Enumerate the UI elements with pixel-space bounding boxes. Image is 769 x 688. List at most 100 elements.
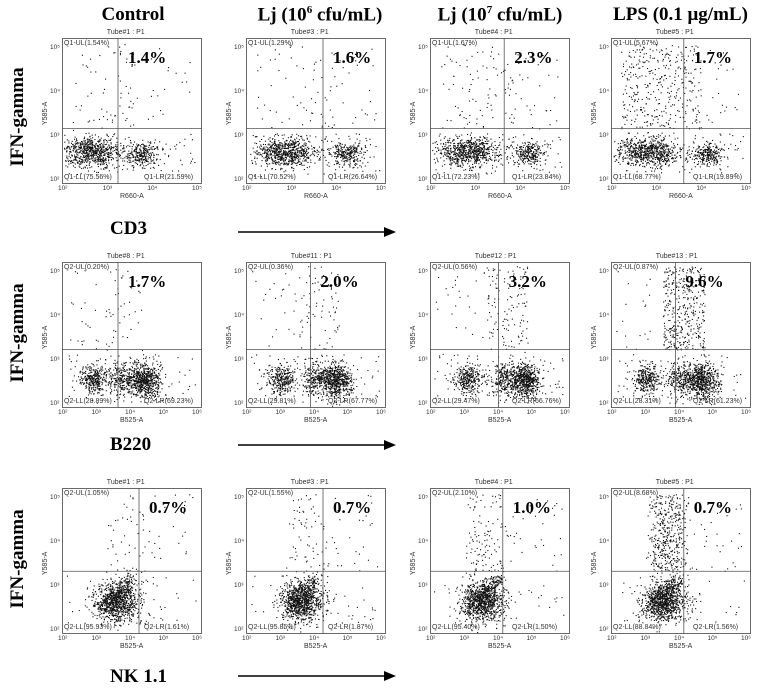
scatter-plot xyxy=(611,38,751,184)
quadrant-lr-label: Q1-LR(21.59%) xyxy=(144,174,194,181)
tube-label: Tube#13 : P1 xyxy=(655,253,698,260)
x-axis-name: B525-A xyxy=(304,417,328,424)
quadrant-ll-label: Q2-LL(28.89%) xyxy=(64,398,112,405)
title-post: cfu/mL) xyxy=(312,4,383,26)
x-axis-name: R660-A xyxy=(669,193,693,200)
scatter-plot xyxy=(246,262,386,408)
upper-right-percent: 1.6% xyxy=(333,48,372,67)
title-sup: 7 xyxy=(486,4,493,16)
y-tick-label: 10⁴ xyxy=(50,538,61,545)
y-tick-label: 10² xyxy=(234,400,244,407)
tube-label: Tube#1 : P1 xyxy=(106,479,145,486)
y-tick-label: 10⁴ xyxy=(234,88,245,95)
upper-right-percent: 0.7% xyxy=(149,498,188,517)
x-tick-label: 10² xyxy=(426,635,436,642)
tube-label: Tube#8 : P1 xyxy=(106,253,145,260)
quadrant-lr-label: Q2-LR(61.23%) xyxy=(693,398,743,405)
scatter-plot xyxy=(62,488,202,634)
y-axis-name: Y585-A xyxy=(42,325,49,349)
x-tick-label: 10⁵ xyxy=(158,635,169,642)
quadrant-lr-label: Q1-LR(19.89%) xyxy=(693,174,743,181)
y-axis-name: Y585-A xyxy=(591,101,598,125)
x-tick-label: 10⁵ xyxy=(376,185,386,192)
quadrant-ll-label: Q1-LL(68.77%) xyxy=(613,174,661,181)
y-axis-name: Y585-A xyxy=(591,551,598,575)
plot-frame xyxy=(611,262,751,408)
x-tick-label: 10⁶ xyxy=(376,635,386,642)
quadrant-lr-label: Q2-LR(69.23%) xyxy=(144,398,194,405)
quadrant-ul-label: Q2-UL(0.87%) xyxy=(613,264,659,271)
plot-frame xyxy=(430,38,570,184)
quadrant-lr-label: Q2-LR(67.77%) xyxy=(328,398,378,405)
arrow-icon xyxy=(238,440,396,450)
y-tick-label: 10² xyxy=(418,400,428,407)
y-tick-label: 10⁵ xyxy=(50,44,60,51)
event-dots xyxy=(66,494,197,631)
x-tick-label: 10⁵ xyxy=(707,635,718,642)
y-tick-label: 10⁴ xyxy=(418,88,429,95)
y-tick-label: 10⁵ xyxy=(234,44,244,51)
x-tick-label: 10³ xyxy=(640,409,650,416)
x-tick-label: 10² xyxy=(242,409,252,416)
x-tick-label: 10⁵ xyxy=(158,409,169,416)
tube-label: Tube#11 : P1 xyxy=(290,253,333,260)
quadrant-ll-label: Q2-LL(95.40%) xyxy=(432,624,480,631)
x-axis-name: R660-A xyxy=(304,193,328,200)
y-tick-label: 10² xyxy=(234,176,244,183)
y-tick-label: 10³ xyxy=(234,356,244,363)
quadrant-ll-label: Q1-LL(70.52%) xyxy=(248,174,296,181)
y-tick-label: 10⁵ xyxy=(599,268,609,275)
y-tick-label: 10³ xyxy=(418,132,428,139)
x-tick-label: 10⁴ xyxy=(125,635,136,642)
quadrant-ll-label: Q2-LL(29.81%) xyxy=(248,398,296,405)
tube-label: Tube#12 : P1 xyxy=(474,253,517,260)
x-tick-label: 10⁵ xyxy=(741,185,751,192)
scatter-plot xyxy=(611,488,751,634)
x-tick-label: 10⁶ xyxy=(192,409,202,416)
y-tick-label: 10² xyxy=(599,176,609,183)
y-axis-name: Y585-A xyxy=(591,325,598,349)
x-tick-label: 10⁴ xyxy=(309,635,320,642)
marker-cd3: CD3 xyxy=(110,218,147,239)
x-tick-label: 10² xyxy=(426,185,436,192)
y-tick-label: 10³ xyxy=(50,356,60,363)
tube-label: Tube#5 : P1 xyxy=(655,29,694,36)
quadrant-ul-label: Q2-UL(1.05%) xyxy=(64,490,110,497)
quadrant-ll-label: Q1-LL(75.56%) xyxy=(64,174,112,181)
title-pre: Lj (10 xyxy=(437,4,487,26)
y-tick-label: 10⁵ xyxy=(234,494,244,501)
quadrant-ul-label: Q2-UL(0.20%) xyxy=(64,264,110,271)
column-title-lj-1e6: Lj (106 cfu/mL) xyxy=(240,4,400,26)
x-tick-label: 10³ xyxy=(470,185,481,192)
x-tick-label: 10² xyxy=(58,409,68,416)
plot-frame xyxy=(62,488,202,634)
y-tick-label: 10² xyxy=(418,626,428,633)
x-tick-label: 10² xyxy=(607,185,617,192)
y-axis-name: Y585-A xyxy=(42,551,49,575)
quadrant-lr-label: Q2-LR(66.76%) xyxy=(512,398,562,405)
quadrant-ul-label: Q1-UL(1.54%) xyxy=(64,40,110,47)
plot-frame xyxy=(611,488,751,634)
x-tick-label: 10⁴ xyxy=(674,635,685,642)
quadrant-ul-label: Q1-UL(1.67%) xyxy=(432,40,478,47)
y-tick-label: 10⁵ xyxy=(418,494,428,501)
plot-frame xyxy=(246,38,386,184)
y-tick-label: 10² xyxy=(599,400,609,407)
quadrant-lr-label: Q2-LR(1.87%) xyxy=(328,624,374,631)
x-tick-label: 10³ xyxy=(91,635,101,642)
plot-frame xyxy=(62,262,202,408)
scatter-plot xyxy=(430,262,570,408)
quadrant-ul-label: Q2-UL(1.55%) xyxy=(248,490,294,497)
x-axis-name: B525-A xyxy=(488,643,512,650)
x-tick-label: 10⁶ xyxy=(192,635,202,642)
y-tick-label: 10⁵ xyxy=(50,268,60,275)
x-tick-label: 10⁶ xyxy=(560,409,570,416)
upper-right-percent: 1.7% xyxy=(128,272,167,291)
tube-label: Tube#3 : P1 xyxy=(290,29,329,36)
y-tick-label: 10³ xyxy=(234,132,244,139)
tube-label: Tube#4 : P1 xyxy=(474,29,513,36)
upper-right-percent: 0.7% xyxy=(333,498,372,517)
event-dots xyxy=(432,44,563,175)
x-axis-name: B525-A xyxy=(488,417,512,424)
y-tick-label: 10⁴ xyxy=(418,312,429,319)
